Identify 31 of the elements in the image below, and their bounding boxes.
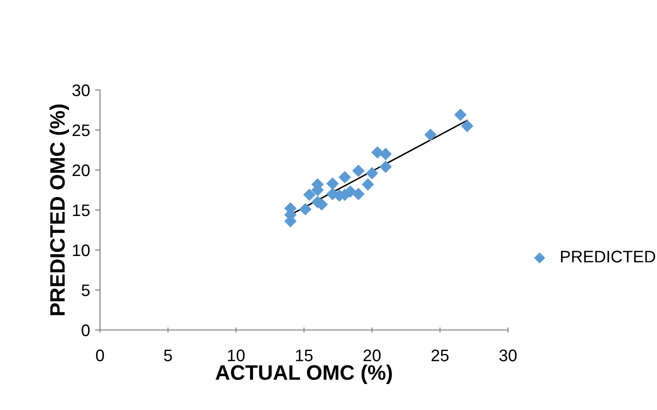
point (352, 188, 365, 200)
point (362, 178, 374, 191)
y-tick-label: 15 (73, 204, 90, 216)
point (352, 164, 365, 178)
y-tick-label: 30 (72, 84, 90, 96)
x-tick-label: 0 (96, 350, 104, 362)
y-tick-label: 5 (82, 284, 90, 296)
x-axis-title: ACTUAL OMC (%) (216, 364, 392, 384)
point (379, 160, 392, 174)
point (326, 177, 339, 190)
y-tick-label: 25 (72, 124, 90, 136)
x-tick-label: 30 (499, 350, 517, 362)
y-tick-label: 10 (73, 244, 90, 256)
point (338, 170, 352, 184)
x-tick-label: 20 (364, 350, 381, 362)
point (424, 128, 437, 142)
y-tick-label: 20 (72, 164, 90, 176)
legend-label: PREDICTED (561, 250, 656, 262)
point (299, 202, 312, 216)
x-tick-label: 15 (296, 350, 313, 362)
point (460, 120, 474, 132)
y-axis-title: PREDICTED OMC (%) (50, 104, 69, 316)
point (366, 166, 378, 180)
point (344, 185, 356, 198)
point (379, 148, 392, 160)
point (454, 108, 467, 122)
x-tick-label: 5 (164, 350, 172, 362)
x-tick-label: 10 (228, 350, 245, 362)
point (303, 188, 316, 202)
x-tick-label: 25 (432, 350, 449, 362)
y-tick-label: 0 (82, 324, 90, 336)
